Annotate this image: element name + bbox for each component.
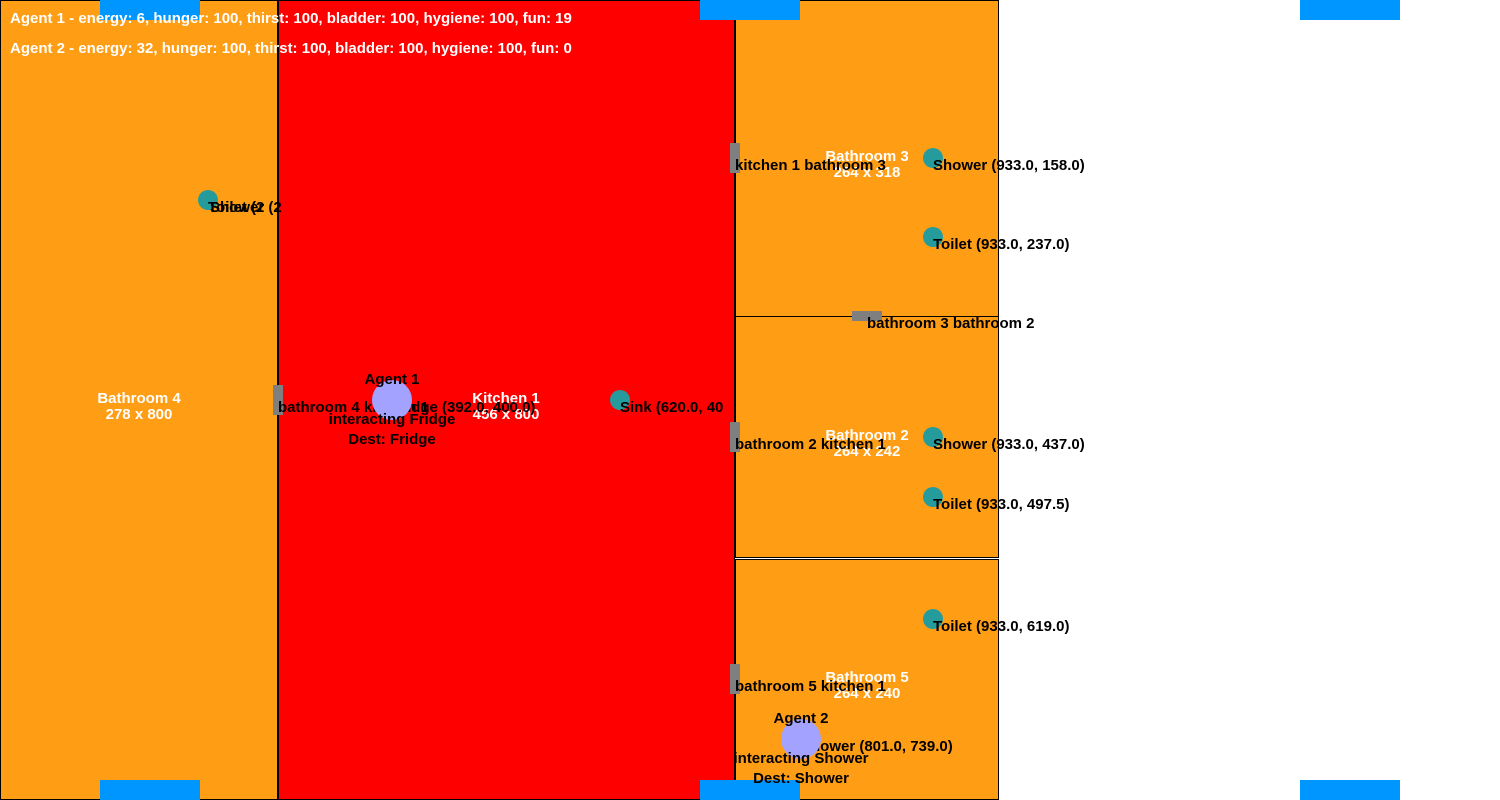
object-label: Shower (933.0, 158.0) (933, 157, 1085, 174)
door-label: kitchen 1 bathroom 3 (735, 157, 886, 174)
door-bathroom-5-kitchen-1[interactable] (730, 664, 740, 694)
room-size: 264 x 242 (833, 443, 901, 460)
object-label: Shower (933.0, 437.0) (933, 436, 1085, 453)
room-size: 456 x 800 (472, 406, 540, 423)
room-bathroom-5 (735, 559, 999, 800)
shower-icon[interactable] (923, 427, 943, 447)
room-size: 264 x 318 (833, 164, 901, 181)
agent-2-state: interacting Shower (733, 750, 869, 767)
room-name: Bathroom 5 (825, 669, 909, 686)
window (1300, 780, 1400, 800)
room-name: Bathroom 2 (825, 427, 909, 444)
agent-1-name: Agent 1 (364, 371, 420, 388)
room-bathroom-2 (735, 316, 999, 558)
agent-2-dest: Dest: Shower (753, 770, 849, 787)
object-label: Toilet (2 (208, 199, 265, 216)
object-label: Toilet (933.0, 237.0) (933, 236, 1070, 253)
room-label-bathroom-4: Bathroom 4 278 x 800 (97, 391, 180, 423)
room-label-kitchen-1: Kitchen 1 456 x 800 (472, 391, 540, 423)
window (1300, 0, 1400, 20)
object-label: Toilet (933.0, 619.0) (933, 618, 1070, 635)
toilet-icon[interactable] (923, 487, 943, 507)
room-label-bathroom-5: Bathroom 5 264 x 240 (825, 670, 908, 702)
room-bathroom-4 (0, 0, 278, 800)
door-kitchen-1-bathroom-3[interactable] (730, 143, 740, 173)
object-label: Toilet (933.0, 497.5) (933, 496, 1070, 513)
room-name: Kitchen 1 (472, 390, 540, 407)
agent-1-state: interacting Fridge (328, 411, 456, 428)
door-label: bathroom 2 kitchen 1 (735, 436, 886, 453)
window (700, 0, 800, 20)
object-label: Shower (801.0, 739.0) (801, 738, 953, 755)
object-label: Shower (2 (210, 199, 282, 216)
room-label-bathroom-3: Bathroom 3 264 x 318 (825, 149, 908, 181)
agent-1-dest: Dest: Fridge (348, 431, 436, 448)
room-kitchen-1 (278, 0, 735, 800)
door-label: bathroom 5 kitchen 1 (735, 678, 886, 695)
room-size: 278 x 800 (105, 406, 173, 423)
toilet-icon[interactable] (923, 609, 943, 629)
window (100, 780, 200, 800)
room-size: 264 x 240 (833, 685, 901, 702)
shower-icon[interactable] (923, 148, 943, 168)
room-name: Bathroom 4 (97, 390, 181, 407)
door-bathroom-3-bathroom-2[interactable] (852, 311, 882, 321)
agent-1-status: Agent 1 - energy: 6, hunger: 100, thirst… (10, 10, 572, 27)
agent-2-icon[interactable] (781, 719, 821, 759)
window (700, 780, 800, 800)
object-label: Sink (620.0, 40 (620, 399, 724, 416)
toilet-icon[interactable] (198, 190, 218, 210)
toilet-icon[interactable] (923, 227, 943, 247)
window (100, 0, 200, 20)
agent-1-icon[interactable] (372, 380, 412, 420)
door-label: bathroom 3 bathroom 2 (867, 315, 1035, 332)
door-bathroom-2-kitchen-1[interactable] (730, 422, 740, 452)
agent-2-name: Agent 2 (773, 710, 829, 727)
room-name: Bathroom 3 (825, 148, 909, 165)
sink-icon[interactable] (610, 390, 630, 410)
room-label-bathroom-2: Bathroom 2 264 x 242 (825, 428, 908, 460)
door-bathroom-4-kitchen-1[interactable] (273, 385, 283, 415)
agent-2-status: Agent 2 - energy: 32, hunger: 100, thirs… (10, 40, 572, 57)
object-label: Fridge (392.0, 400.0) (392, 399, 536, 416)
